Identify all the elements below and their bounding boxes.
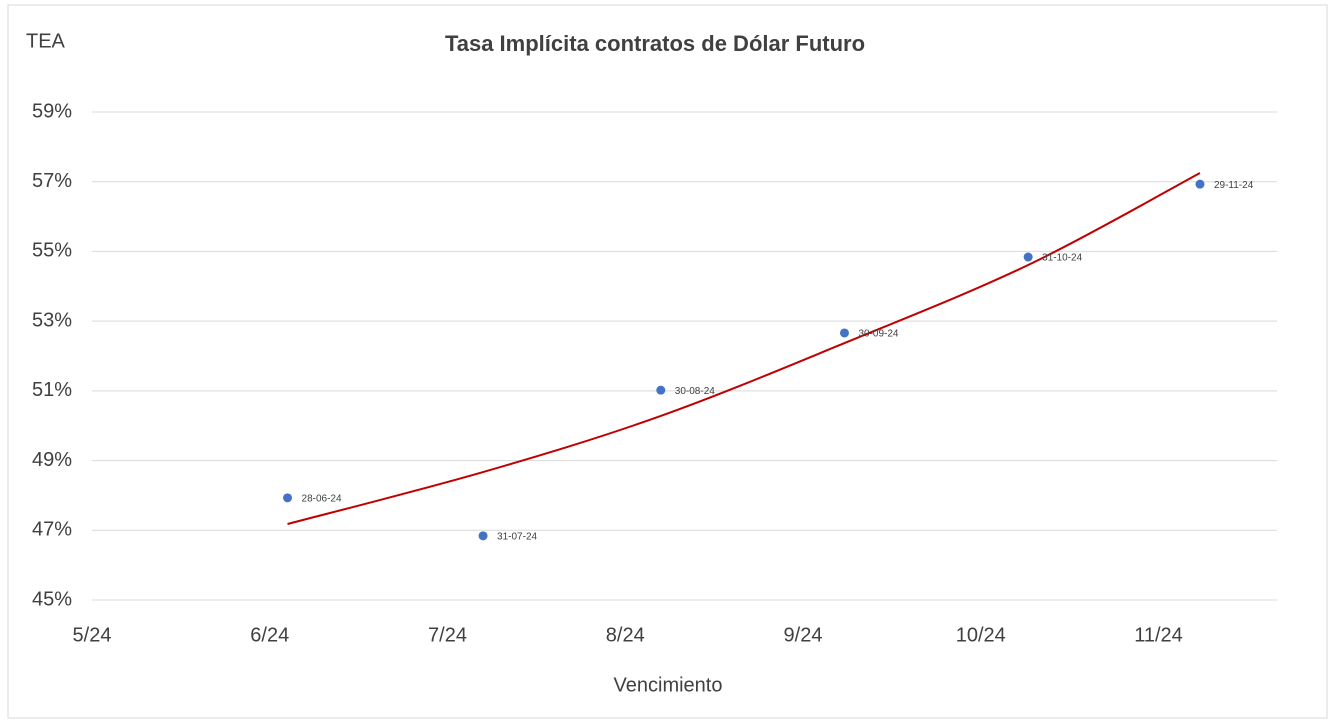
y-tick-label: 59% — [32, 100, 72, 122]
point — [839, 328, 849, 338]
y-tick-label: 53% — [32, 309, 72, 331]
x-tick-label: 8/24 — [606, 624, 645, 646]
x-tick-label: 11/24 — [1134, 624, 1183, 646]
y-tick-label: 47% — [32, 519, 72, 541]
x-tick-label: 10/24 — [956, 624, 1006, 646]
y-axis-label: TEA — [26, 30, 66, 52]
x-tick-label: 7/24 — [428, 624, 467, 646]
data-label: 30-09-24 — [858, 329, 898, 340]
data-label: 31-10-24 — [1042, 253, 1082, 264]
point — [283, 493, 293, 503]
x-axis-label: Vencimiento — [614, 674, 723, 696]
chart-title: Tasa Implícita contratos de Dólar Futuro — [445, 31, 865, 56]
point — [478, 531, 488, 541]
x-tick-label: 9/24 — [784, 624, 823, 646]
x-tick-label: 5/24 — [73, 624, 112, 646]
data-label: 28-06-24 — [302, 494, 342, 505]
y-tick-label: 55% — [32, 240, 72, 262]
x-tick-label: 6/24 — [250, 624, 289, 646]
data-label: 30-08-24 — [675, 386, 715, 397]
point — [1195, 179, 1205, 189]
y-tick-label: 51% — [32, 379, 72, 401]
point — [1023, 252, 1033, 262]
point — [656, 385, 666, 395]
y-tick-label: 57% — [32, 170, 72, 192]
y-tick-label: 45% — [32, 588, 72, 610]
chart-frame — [7, 4, 1328, 719]
trendline — [287, 172, 1201, 525]
data-label: 31-07-24 — [497, 532, 537, 543]
data-label: 29-11-24 — [1214, 180, 1254, 191]
y-tick-label: 49% — [32, 449, 72, 471]
